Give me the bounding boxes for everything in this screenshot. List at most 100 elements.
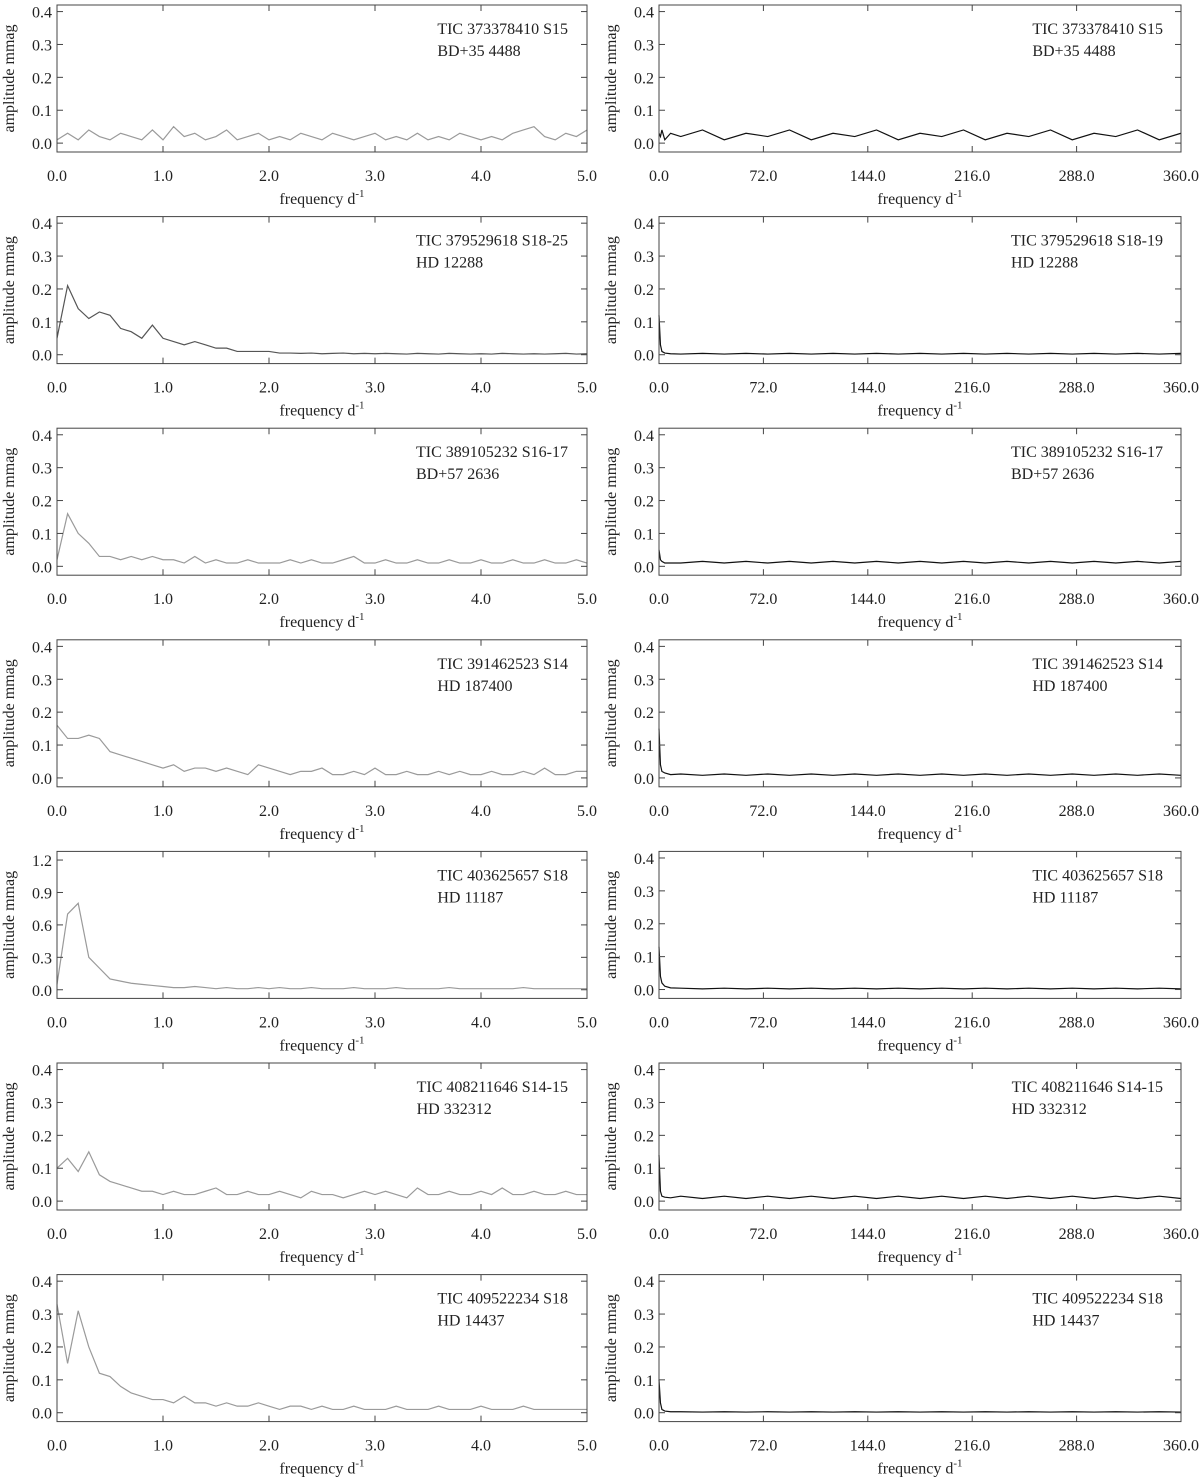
x-tick-label: 72.0 — [749, 168, 777, 185]
x-tick-label: 0.0 — [649, 168, 669, 185]
x-tick-label: 144.0 — [850, 1014, 886, 1031]
panel: 0.0 72.0 144.0 216.0 288.0 360.0 0.0 0.1 0.2 0.3 0… — [603, 427, 1199, 631]
x-axis-label: frequency d-1 — [877, 823, 962, 843]
y-tick-label: 0.9 — [32, 885, 52, 902]
x-tick-label: 5.0 — [577, 1226, 597, 1243]
annotation: HD 11187 — [1032, 889, 1098, 906]
y-tick-label: 0.1 — [634, 738, 654, 755]
plot-frame — [56, 216, 588, 365]
x-axis-label-exponent: -1 — [355, 1034, 364, 1046]
x-axis-label: frequency d-1 — [279, 1034, 364, 1054]
x-tick-label: 72.0 — [749, 803, 777, 820]
x-tick-label: 0.0 — [649, 803, 669, 820]
annotation: TIC 409522234 S18 — [437, 1291, 568, 1308]
panel: 0.0 72.0 144.0 216.0 288.0 360.0 0.0 0.1 0.2 0.3 0… — [603, 1274, 1199, 1478]
spectrum-line — [56, 125, 588, 141]
y-tick-label: 0.2 — [32, 1340, 52, 1357]
x-axis-label: frequency d-1 — [877, 1034, 962, 1054]
x-axis-label-text: frequency d — [877, 1037, 953, 1054]
y-tick-label: 0.4 — [32, 216, 52, 233]
y-axis-label: amplitude mmag — [603, 871, 620, 979]
y-tick-label: 0.4 — [634, 851, 654, 868]
x-axis-label-exponent: -1 — [355, 188, 364, 200]
x-tick-label: 2.0 — [259, 803, 279, 820]
x-axis-label-text: frequency d — [279, 1037, 355, 1054]
x-tick-label: 0.0 — [649, 380, 669, 397]
annotation: BD+57 2636 — [1011, 466, 1094, 483]
plot-frame — [658, 4, 1182, 153]
x-tick-label: 0.0 — [649, 591, 669, 608]
x-tick-label: 144.0 — [850, 380, 886, 397]
y-tick-label: 0.1 — [32, 738, 52, 755]
spectrum-line — [658, 1379, 1182, 1413]
x-tick-label: 144.0 — [850, 1438, 886, 1455]
x-tick-label: 3.0 — [365, 1226, 385, 1243]
x-axis-label: frequency d-1 — [877, 400, 962, 420]
y-tick-label: 0.3 — [32, 37, 52, 54]
x-axis-label: frequency d-1 — [279, 400, 364, 420]
x-tick-label: 1.0 — [153, 1014, 173, 1031]
panel: 0.0 1.0 2.0 3.0 4.0 5.0 0.0 0.1 0.2 0.3 0.4 frequen… — [1, 427, 597, 631]
y-tick-label: 0.3 — [634, 1307, 654, 1324]
y-tick-label: 0.1 — [32, 1373, 52, 1390]
y-tick-label: 0.3 — [32, 950, 52, 967]
annotation: TIC 389105232 S16-17 — [1011, 444, 1163, 461]
x-tick-label: 5.0 — [577, 803, 597, 820]
y-tick-label: 0.1 — [634, 526, 654, 543]
x-tick-label: 3.0 — [365, 380, 385, 397]
y-tick-label: 0.0 — [634, 983, 654, 1000]
x-tick-label: 1.0 — [153, 380, 173, 397]
x-axis-label-text: frequency d — [877, 1461, 953, 1478]
x-tick-label: 216.0 — [954, 1226, 990, 1243]
x-tick-label: 360.0 — [1163, 1226, 1199, 1243]
y-tick-label: 0.2 — [634, 282, 654, 299]
annotation: TIC 379529618 S18-25 — [416, 233, 568, 250]
x-axis-label-text: frequency d — [279, 403, 355, 420]
plot-frame — [658, 1274, 1182, 1423]
y-axis-label: amplitude mmag — [1, 236, 18, 344]
x-axis-label: frequency d-1 — [877, 1458, 962, 1478]
x-axis-label-text: frequency d — [279, 826, 355, 843]
x-tick-label: 360.0 — [1163, 1014, 1199, 1031]
y-tick-label: 0.2 — [32, 1128, 52, 1145]
spectrum-line — [56, 902, 587, 990]
spectrum-line — [56, 724, 587, 776]
plot-frame — [658, 1062, 1182, 1211]
x-axis-label-exponent: -1 — [355, 611, 364, 623]
y-tick-label: 0.1 — [32, 315, 52, 332]
y-tick-label: 0.0 — [32, 983, 52, 1000]
y-tick-label: 0.2 — [32, 705, 52, 722]
x-tick-label: 72.0 — [749, 380, 777, 397]
y-tick-label: 0.0 — [634, 1406, 654, 1423]
x-tick-label: 5.0 — [577, 168, 597, 185]
annotation: TIC 408211646 S14-15 — [1012, 1079, 1163, 1096]
annotation: TIC 403625657 S18 — [437, 867, 568, 884]
x-axis-label: frequency d-1 — [877, 611, 962, 631]
x-tick-label: 288.0 — [1059, 168, 1095, 185]
x-tick-label: 3.0 — [365, 168, 385, 185]
panel: 0.0 1.0 2.0 3.0 4.0 5.0 0.0 0.1 0.2 0.3 0.4 frequen… — [1, 4, 597, 208]
x-tick-label: 0.0 — [47, 1014, 67, 1031]
x-axis-label: frequency d-1 — [877, 188, 962, 208]
x-axis-label-text: frequency d — [279, 1249, 355, 1266]
annotation: HD 187400 — [1032, 678, 1107, 695]
y-tick-label: 0.3 — [634, 1095, 654, 1112]
x-tick-label: 144.0 — [850, 803, 886, 820]
x-tick-label: 3.0 — [365, 1014, 385, 1031]
y-tick-label: 0.1 — [634, 950, 654, 967]
x-tick-label: 5.0 — [577, 1438, 597, 1455]
x-tick-label: 0.0 — [47, 380, 67, 397]
x-tick-label: 72.0 — [749, 1226, 777, 1243]
x-tick-label: 144.0 — [850, 168, 886, 185]
y-tick-label: 0.1 — [634, 1373, 654, 1390]
y-tick-label: 0.1 — [32, 103, 52, 120]
spectrum-line — [56, 1150, 587, 1199]
x-tick-label: 0.0 — [649, 1014, 669, 1031]
x-tick-label: 144.0 — [850, 591, 886, 608]
panel: 0.0 1.0 2.0 3.0 4.0 5.0 0.0 0.1 0.2 0.3 0.4 frequen… — [1, 216, 597, 420]
x-tick-label: 288.0 — [1059, 380, 1095, 397]
x-tick-label: 4.0 — [471, 380, 491, 397]
annotation: TIC 391462523 S14 — [437, 656, 568, 673]
x-axis-label-text: frequency d — [279, 614, 355, 631]
x-axis-label: frequency d-1 — [279, 611, 364, 631]
